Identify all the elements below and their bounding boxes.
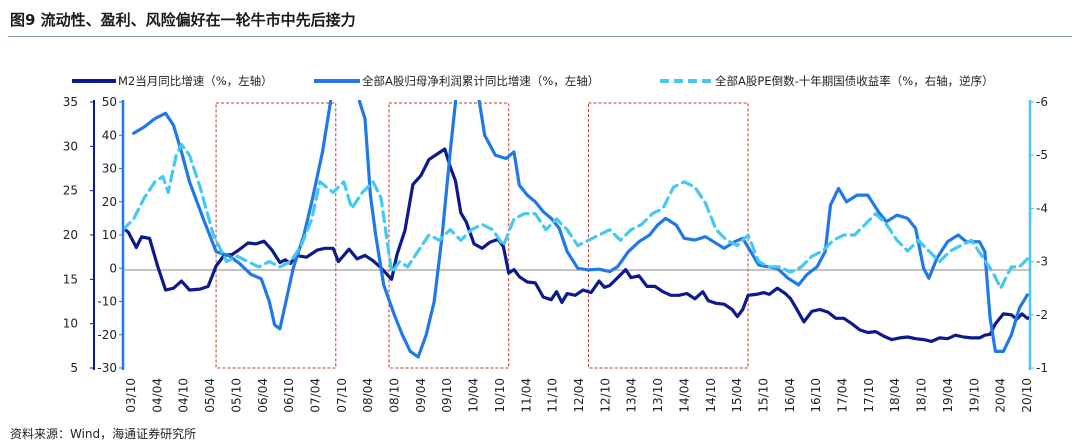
inner-left-tick-label: 30 — [102, 162, 117, 176]
x-tick-label: 05/10 — [229, 378, 243, 413]
x-tick-label: 04/04 — [150, 378, 164, 413]
x-tick-label: 20/04 — [994, 378, 1008, 413]
x-tick-label: 12/10 — [598, 378, 612, 413]
x-tick-label: 18/04 — [888, 378, 902, 413]
inner-left-tick-label: 20 — [102, 195, 117, 209]
inner-left-tick-label: 40 — [102, 128, 117, 142]
inner-left-tick-label: 0 — [109, 261, 117, 275]
x-tick-label: 04/10 — [177, 378, 191, 413]
x-tick-label: 16/10 — [809, 378, 823, 413]
title-divider — [8, 36, 1072, 37]
outer-left-tick-label: 5 — [70, 361, 78, 375]
x-tick-label: 09/10 — [440, 378, 454, 413]
x-tick-label: 10/04 — [467, 378, 481, 413]
x-tick-label: 13/04 — [625, 378, 639, 413]
outer-left-tick-label: 25 — [63, 184, 78, 198]
x-tick-label: 17/04 — [836, 378, 850, 413]
outer-left-tick-label: 20 — [63, 228, 78, 242]
highlight-box-2 — [388, 102, 510, 369]
profit-line — [132, 100, 1029, 359]
right-tick-label: -4 — [1036, 201, 1048, 215]
x-tick-label: 19/10 — [967, 378, 981, 413]
x-tick-label: 20/10 — [1020, 378, 1034, 413]
x-tick-label: 08/10 — [388, 378, 402, 413]
x-tick-label: 14/04 — [677, 378, 691, 413]
outer-left-tick-label: 15 — [63, 272, 78, 286]
x-tick-label: 16/04 — [783, 378, 797, 413]
x-tick-label: 10/10 — [493, 378, 507, 413]
x-tick-label: 12/04 — [572, 378, 586, 413]
inner-left-tick-label: 10 — [102, 228, 117, 242]
x-tick-label: 06/04 — [256, 378, 270, 413]
right-tick-label: -2 — [1036, 308, 1048, 322]
x-tick-label: 15/10 — [756, 378, 770, 413]
x-tick-label: 03/10 — [124, 378, 138, 413]
x-tick-label: 14/10 — [704, 378, 718, 413]
inner-left-tick-label: -10 — [97, 295, 117, 309]
inner-left-tick-label: 50 — [102, 95, 117, 109]
right-tick-label: -3 — [1036, 255, 1048, 269]
outer-left-tick-label: 10 — [63, 317, 78, 331]
legend-label-pe: 全部A股PE倒数-十年期国债收益率（%，右轴，逆序） — [715, 74, 994, 88]
inner-left-tick-label: -20 — [97, 328, 117, 342]
inner-left-tick-label: -30 — [97, 361, 117, 375]
x-tick-label: 18/10 — [915, 378, 929, 413]
x-tick-label: 15/04 — [730, 378, 744, 413]
x-tick-label: 11/10 — [546, 378, 560, 413]
highlight-box-1 — [215, 102, 337, 369]
figure-title: 图9 流动性、盈利、风险偏好在一轮牛市中先后接力 — [10, 11, 356, 29]
legend-label-m2: M2当月同比增速（%，左轴） — [118, 74, 273, 88]
m2-line — [124, 147, 1029, 343]
right-tick-label: -5 — [1036, 148, 1048, 162]
x-tick-label: 07/10 — [335, 378, 349, 413]
source-note: 资料来源：Wind，海通证券研究所 — [10, 427, 197, 441]
outer-left-tick-label: 35 — [63, 95, 78, 109]
pe-line — [124, 143, 1029, 290]
x-tick-label: 08/04 — [361, 378, 375, 413]
series-lines — [124, 100, 1029, 359]
legend: M2当月同比增速（%，左轴） 全部A股归母净利润累计同比增速（%，左轴） 全部A… — [72, 74, 994, 88]
x-tick-label: 06/10 — [282, 378, 296, 413]
legend-label-profit: 全部A股归母净利润累计同比增速（%，左轴） — [362, 74, 599, 88]
outer-left-tick-label: 30 — [63, 139, 78, 153]
x-tick-label: 19/04 — [941, 378, 955, 413]
x-tick-label: 11/04 — [519, 378, 533, 413]
x-tick-label: 17/10 — [862, 378, 876, 413]
x-tick-label: 09/04 — [414, 378, 428, 413]
x-axis-labels: 03/10 04/04 04/10 05/04 05/10 06/04 06/10 07/04… — [124, 378, 1034, 413]
x-tick-label: 05/04 — [203, 378, 217, 413]
right-tick-label: -1 — [1036, 361, 1048, 375]
x-tick-label: 07/04 — [308, 378, 322, 413]
right-tick-label: -6 — [1036, 95, 1048, 109]
highlight-boxes — [215, 102, 749, 369]
x-tick-label: 13/10 — [651, 378, 665, 413]
axis-ticks: 35 30 25 20 15 10 5 50 40 30 20 10 0 -10 -20 -30 -6 -5 -4 -… — [63, 95, 1048, 375]
